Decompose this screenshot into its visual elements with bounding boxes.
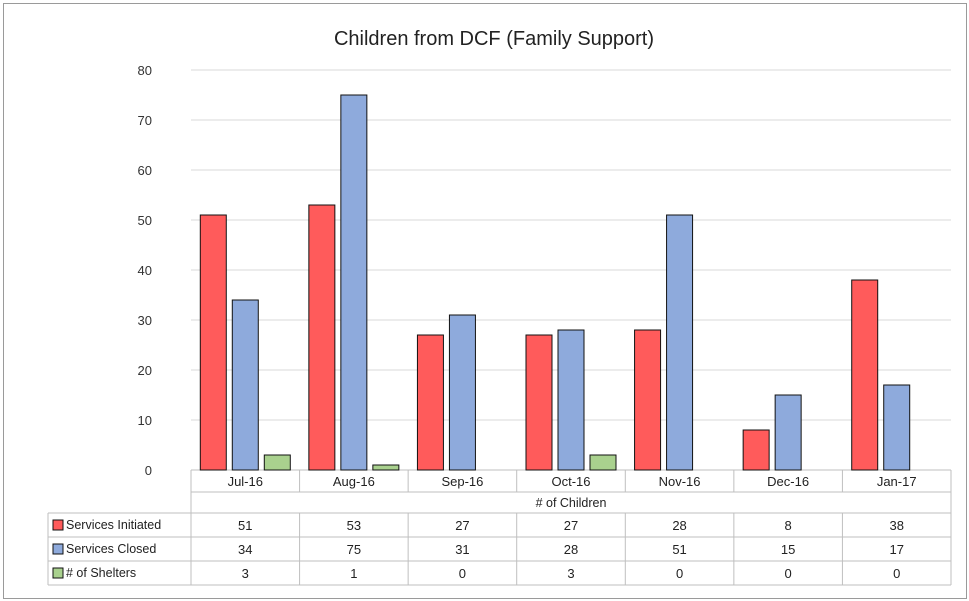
x-tick-label: Nov-16: [659, 474, 701, 489]
y-tick-label: 0: [145, 463, 152, 478]
x-tick-label: Dec-16: [767, 474, 809, 489]
table-cell-value: 31: [455, 542, 469, 557]
y-tick-label: 80: [138, 63, 152, 78]
bar: [525, 334, 553, 471]
y-tick-label: 50: [138, 213, 152, 228]
table-cell-value: 27: [455, 518, 469, 533]
chart-frame: Children from DCF (Family Support) 0 10 20…: [3, 3, 967, 599]
x-tick-label: Aug-16: [333, 474, 375, 489]
y-tick-label: 60: [138, 163, 152, 178]
bar: [340, 94, 368, 471]
x-tick-label: Sep-16: [441, 474, 483, 489]
x-tick-label: Jul-16: [228, 474, 263, 489]
legend-swatch: [52, 567, 64, 579]
legend-swatch: [52, 519, 64, 531]
table-cell-value: 1: [350, 566, 357, 581]
table-cell-value: 0: [785, 566, 792, 581]
legend-label: Services Initiated: [66, 518, 161, 532]
legend-label: # of Shelters: [66, 566, 136, 580]
table-cell-value: 51: [238, 518, 252, 533]
table-cell-value: 51: [672, 542, 686, 557]
legend-label: Services Closed: [66, 542, 156, 556]
y-tick-label: 20: [138, 363, 152, 378]
bar: [557, 329, 585, 471]
x-tick-label: Oct-16: [551, 474, 590, 489]
y-tick-label: 10: [138, 413, 152, 428]
bar: [372, 464, 400, 471]
bar: [199, 214, 227, 471]
table-cell-value: 28: [672, 518, 686, 533]
table-cell-value: 28: [564, 542, 578, 557]
table-cell-value: 0: [676, 566, 683, 581]
bar-chart: Children from DCF (Family Support) 01020…: [47, 28, 952, 586]
bar: [589, 454, 617, 471]
table-cell-value: 8: [785, 518, 792, 533]
x-tick-label: Jan-17: [877, 474, 917, 489]
bars: [199, 94, 911, 471]
table-cell-value: 38: [889, 518, 903, 533]
bar: [851, 279, 879, 471]
table-cell-value: 75: [347, 542, 361, 557]
y-tick-label: 40: [138, 263, 152, 278]
table-cell-value: 27: [564, 518, 578, 533]
y-tick-label: 30: [138, 313, 152, 328]
table-cell-value: 3: [242, 566, 249, 581]
bar: [634, 329, 662, 471]
table-cell-value: 0: [893, 566, 900, 581]
bar: [231, 299, 259, 471]
y-axis: 0 10 20 30 40 50 60 70 80: [138, 63, 152, 478]
table-cell-value: 15: [781, 542, 795, 557]
bar: [666, 214, 694, 471]
bar: [308, 204, 336, 471]
bar: [448, 314, 476, 471]
table-cell-value: 17: [889, 542, 903, 557]
bar: [742, 429, 770, 471]
table-cell-value: 34: [238, 542, 252, 557]
legend-swatch: [52, 543, 64, 555]
bar: [774, 394, 802, 471]
table-cell-value: 0: [459, 566, 466, 581]
table-cell-value: 53: [347, 518, 361, 533]
y-tick-label: 70: [138, 113, 152, 128]
bar: [263, 454, 291, 471]
data-table: Jul-16 Aug-16 Sep-16 Oct-16 Nov-16 Dec-16 Jan-…: [47, 470, 952, 586]
chart-title: Children from DCF (Family Support): [334, 28, 654, 50]
bar: [416, 334, 444, 471]
bar: [883, 384, 911, 471]
table-cell-value: 3: [567, 566, 574, 581]
x-axis-title: # of Children: [536, 496, 607, 510]
